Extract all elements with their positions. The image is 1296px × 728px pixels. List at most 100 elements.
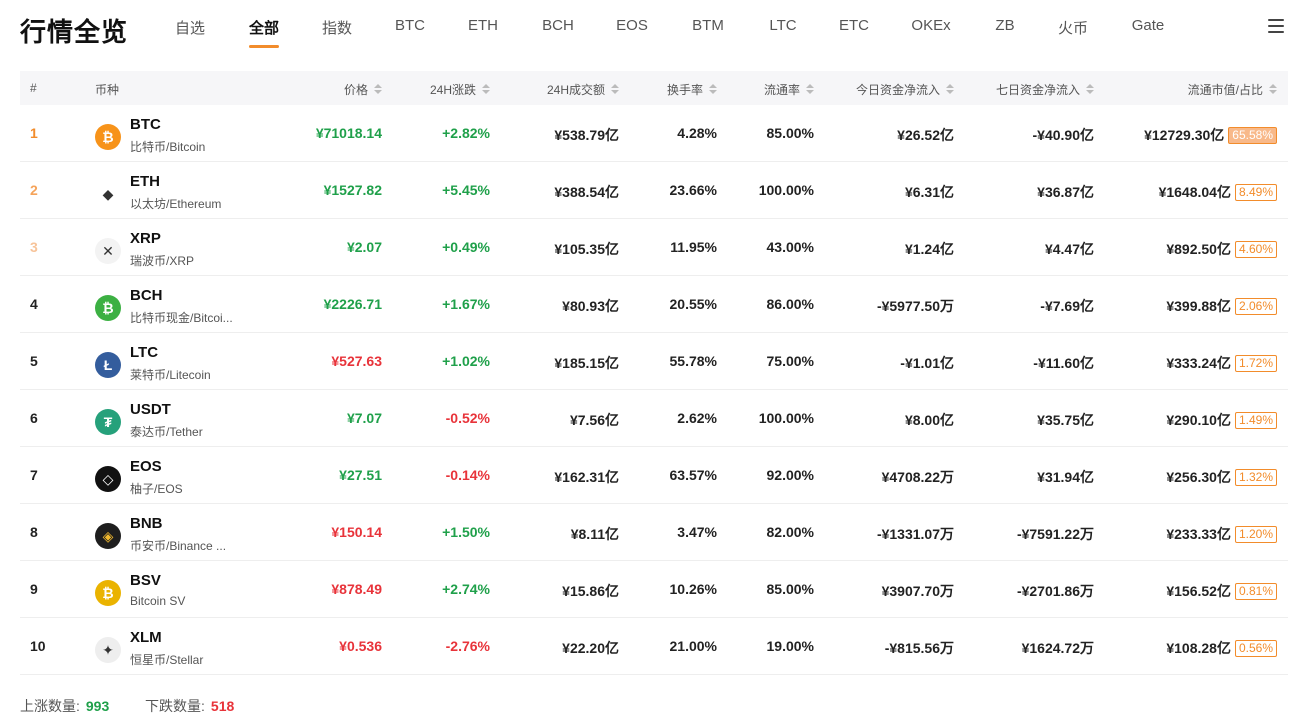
- market-cap-cell: ¥233.33亿 1.20%: [1166, 524, 1277, 544]
- sort-icon[interactable]: [946, 84, 954, 95]
- tab-8[interactable]: LTC: [769, 17, 797, 34]
- coin-name: 比特币/Bitcoin: [130, 140, 206, 154]
- header-volume[interactable]: 24H成交额: [547, 81, 619, 98]
- table-row[interactable]: 10 ✦ XLM 恒星币/Stellar ¥0.536 -2.76% ¥22.20亿 21.0…: [20, 618, 1288, 675]
- coin-name: Bitcoin SV: [130, 594, 186, 608]
- market-share-badge: 1.49%: [1234, 412, 1277, 429]
- sort-icon[interactable]: [806, 84, 814, 95]
- market-cap-value: ¥256.30亿: [1166, 469, 1231, 485]
- table-row[interactable]: 4 ₿ BCH 比特币现金/Bitcoi... ¥2226.71 +1.67% ¥80.93…: [20, 276, 1288, 333]
- market-cap-cell: ¥399.88亿 2.06%: [1166, 296, 1277, 316]
- circulation-cell: 82.00%: [766, 524, 814, 540]
- price-cell: ¥2226.71: [323, 296, 382, 312]
- price-cell: ¥878.49: [331, 581, 382, 597]
- price-cell: ¥71018.14: [315, 125, 382, 141]
- price-cell: ¥7.07: [346, 410, 382, 426]
- tab-11[interactable]: ZB: [995, 17, 1015, 34]
- tab-5[interactable]: BCH: [542, 17, 574, 34]
- header-circulation[interactable]: 流通率: [764, 81, 814, 98]
- header-price[interactable]: 价格: [344, 81, 382, 98]
- market-share-badge: 8.49%: [1234, 184, 1277, 201]
- circulation-cell: 100.00%: [758, 410, 814, 426]
- tab-0[interactable]: 自选: [174, 20, 206, 37]
- flow-week-cell: -¥7.69亿: [1040, 298, 1094, 314]
- bitcoin-sv-icon: ₿: [95, 580, 121, 606]
- coin-symbol[interactable]: BNB: [130, 515, 163, 532]
- tab-7[interactable]: BTM: [692, 17, 724, 34]
- market-cap-cell: ¥108.28亿 0.56%: [1166, 638, 1277, 658]
- table-row[interactable]: 8 ◈ BNB 币安币/Binance ... ¥150.14 +1.50% ¥8.11亿 3…: [20, 504, 1288, 561]
- coin-symbol[interactable]: BTC: [130, 116, 161, 133]
- market-cap-value: ¥290.10亿: [1166, 412, 1231, 428]
- table-row[interactable]: 5 Ł LTC 莱特币/Litecoin ¥527.63 +1.02% ¥185.15亿 55…: [20, 333, 1288, 390]
- table-body: 1 ₿ BTC 比特币/Bitcoin ¥71018.14 +2.82% ¥538.79亿 4…: [20, 105, 1288, 675]
- turnover-cell: 20.55%: [669, 296, 717, 312]
- header-flow-week[interactable]: 七日资金净流入: [996, 81, 1094, 98]
- header-flow-today[interactable]: 今日资金净流入: [856, 81, 954, 98]
- flow-today-cell: -¥5977.50万: [876, 298, 954, 314]
- table-row[interactable]: 7 ◇ EOS 柚子/EOS ¥27.51 -0.14% ¥162.31亿 63.57% 92.…: [20, 447, 1288, 504]
- market-share-badge: 0.56%: [1234, 640, 1277, 657]
- header-change[interactable]: 24H涨跌: [430, 81, 490, 98]
- volume-cell: ¥185.15亿: [554, 355, 619, 371]
- sort-icon[interactable]: [611, 84, 619, 95]
- change-cell: +5.45%: [442, 182, 490, 198]
- price-cell: ¥1527.82: [323, 182, 382, 198]
- market-share-badge: 4.60%: [1234, 241, 1277, 258]
- market-share-badge: 1.32%: [1234, 469, 1277, 486]
- flow-today-cell: ¥4708.22万: [881, 469, 954, 485]
- tab-1[interactable]: 全部: [249, 17, 279, 38]
- tab-3[interactable]: BTC: [395, 17, 425, 34]
- hamburger-menu-icon[interactable]: [1268, 19, 1284, 33]
- coin-symbol[interactable]: BSV: [130, 572, 161, 589]
- table-row[interactable]: 6 ₮ USDT 泰达币/Tether ¥7.07 -0.52% ¥7.56亿 2.62% 10…: [20, 390, 1288, 447]
- tab-2[interactable]: 指数: [321, 20, 353, 37]
- sort-icon[interactable]: [482, 84, 490, 95]
- market-cap-value: ¥156.52亿: [1166, 583, 1231, 599]
- coin-symbol[interactable]: XLM: [130, 629, 162, 646]
- turnover-cell: 55.78%: [669, 353, 717, 369]
- tab-10[interactable]: OKEx: [911, 17, 951, 34]
- table-row[interactable]: 1 ₿ BTC 比特币/Bitcoin ¥71018.14 +2.82% ¥538.79亿 4…: [20, 105, 1288, 162]
- up-count: 993: [85, 698, 110, 714]
- coin-symbol[interactable]: XRP: [130, 230, 161, 247]
- sort-icon[interactable]: [1269, 84, 1277, 95]
- table-row[interactable]: 9 ₿ BSV Bitcoin SV ¥878.49 +2.74% ¥15.86亿 10.26…: [20, 561, 1288, 618]
- flow-week-cell: -¥2701.86万: [1016, 583, 1094, 599]
- tab-13[interactable]: Gate: [1131, 17, 1165, 34]
- market-share-badge: 0.81%: [1234, 583, 1277, 600]
- flow-today-cell: -¥815.56万: [884, 640, 954, 656]
- market-cap-cell: ¥256.30亿 1.32%: [1166, 467, 1277, 487]
- coin-symbol[interactable]: USDT: [130, 401, 171, 418]
- change-cell: +1.67%: [442, 296, 490, 312]
- tab-12[interactable]: 火币: [1057, 20, 1089, 37]
- change-cell: +1.50%: [442, 524, 490, 540]
- coin-symbol[interactable]: ETH: [130, 173, 160, 190]
- volume-cell: ¥538.79亿: [554, 127, 619, 143]
- header-coin: 币种: [95, 83, 120, 97]
- market-cap-value: ¥333.24亿: [1166, 355, 1231, 371]
- volume-cell: ¥388.54亿: [554, 184, 619, 200]
- page-title: 行情全览: [20, 17, 129, 47]
- sort-icon[interactable]: [1086, 84, 1094, 95]
- table-row[interactable]: 3 ✕ XRP 瑞波币/XRP ¥2.07 +0.49% ¥105.35亿 11.95% 43.…: [20, 219, 1288, 276]
- sort-icon[interactable]: [709, 84, 717, 95]
- sort-icon[interactable]: [374, 84, 382, 95]
- header-turnover[interactable]: 换手率: [667, 81, 717, 98]
- market-cap-cell: ¥156.52亿 0.81%: [1166, 581, 1277, 601]
- table-row[interactable]: 2 ◆ ETH 以太坊/Ethereum ¥1527.82 +5.45% ¥388.54亿 2…: [20, 162, 1288, 219]
- volume-cell: ¥22.20亿: [562, 640, 619, 656]
- price-cell: ¥2.07: [346, 239, 382, 255]
- top-bar: 行情全览 自选 全部 指数 BTC ETH BCH EOS BTM LTC ETC OKEx ZB 火币…: [0, 0, 1296, 56]
- tab-9[interactable]: ETC: [839, 17, 869, 34]
- market-cap-value: ¥1648.04亿: [1158, 184, 1231, 200]
- volume-cell: ¥105.35亿: [554, 241, 619, 257]
- coin-symbol[interactable]: EOS: [130, 458, 162, 475]
- coin-symbol[interactable]: LTC: [130, 344, 159, 361]
- header-market-cap[interactable]: 流通市值/占比: [1188, 81, 1277, 98]
- rank-cell: 10: [30, 638, 46, 654]
- coin-symbol[interactable]: BCH: [130, 287, 163, 304]
- market-cap-value: ¥892.50亿: [1166, 241, 1231, 257]
- tab-4[interactable]: ETH: [468, 17, 498, 34]
- tab-6[interactable]: EOS: [616, 17, 648, 34]
